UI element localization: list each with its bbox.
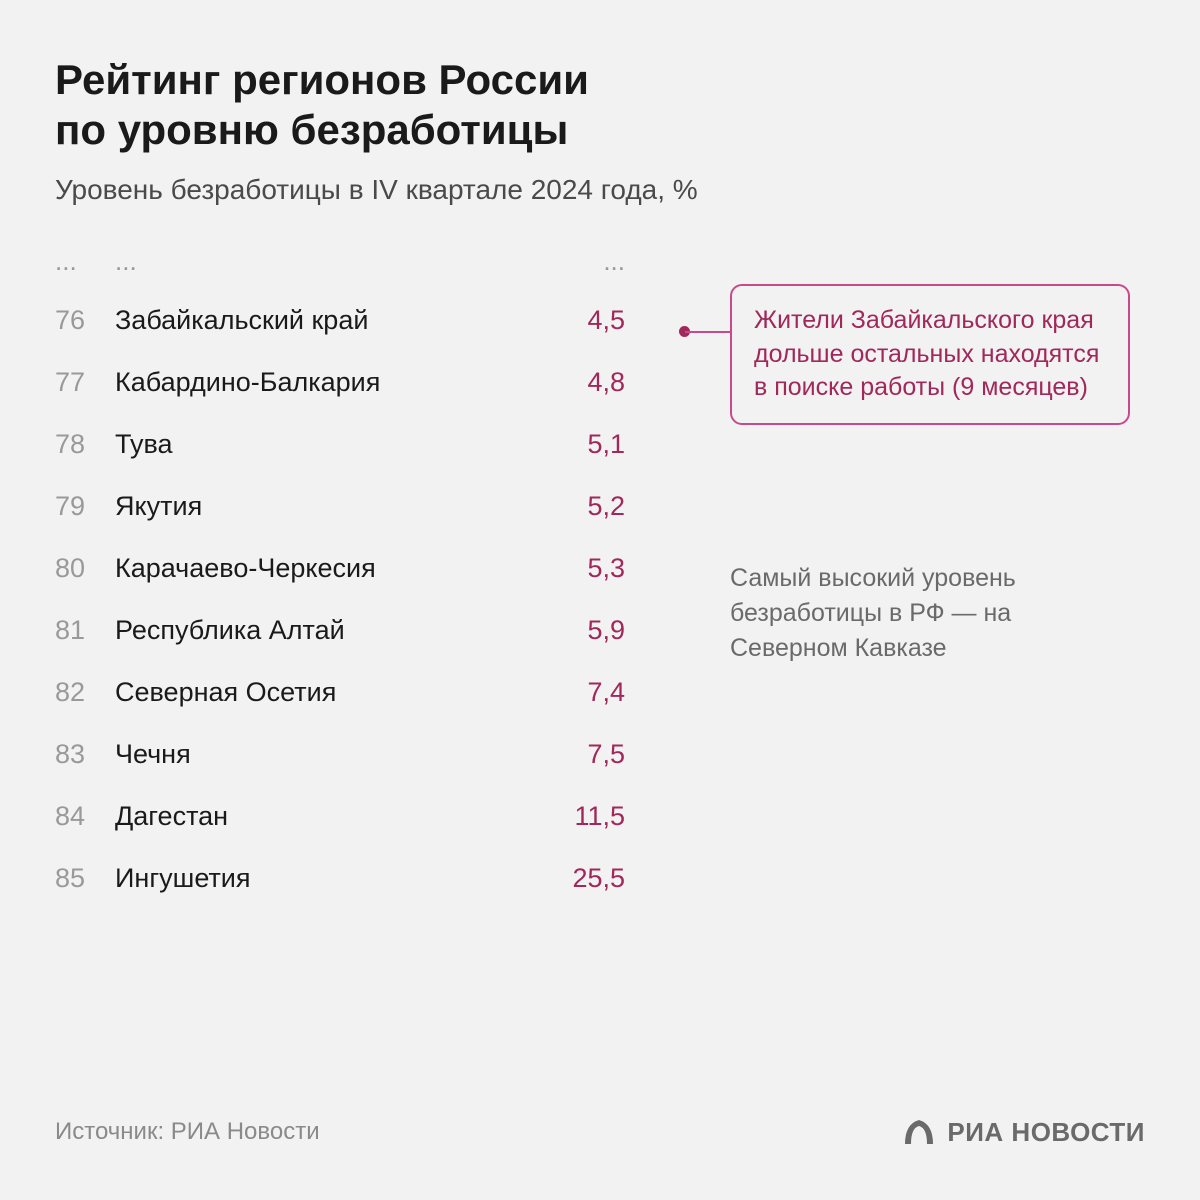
region-cell: Кабардино-Балкария	[105, 367, 505, 398]
table-row: 76 Забайкальский край 4,5	[55, 305, 645, 336]
logo: РИА НОВОСТИ	[901, 1114, 1145, 1150]
value-cell: 7,4	[505, 677, 625, 708]
table-row: 77 Кабардино-Балкария 4,8	[55, 367, 645, 398]
page-title: Рейтинг регионов Россиипо уровню безрабо…	[55, 55, 1145, 156]
ellipsis-value: ...	[505, 246, 625, 277]
rank-cell: 81	[55, 615, 105, 646]
table-row: 85 Ингушетия 25,5	[55, 863, 645, 894]
value-cell: 25,5	[505, 863, 625, 894]
rank-cell: 76	[55, 305, 105, 336]
content-area: ... ... ... 76 Забайкальский край 4,5 77…	[55, 246, 1145, 925]
logo-text: РИА НОВОСТИ	[947, 1117, 1145, 1148]
page-subtitle: Уровень безработицы в IV квартале 2024 г…	[55, 174, 1145, 206]
region-cell: Чечня	[105, 739, 505, 770]
rank-cell: 79	[55, 491, 105, 522]
annotations-area: Жители Забайкальского края дольше осталь…	[675, 246, 1145, 925]
table-row: 81 Республика Алтай 5,9	[55, 615, 645, 646]
table-row: 78 Тува 5,1	[55, 429, 645, 460]
region-cell: Якутия	[105, 491, 505, 522]
value-cell: 4,8	[505, 367, 625, 398]
value-cell: 7,5	[505, 739, 625, 770]
value-cell: 5,9	[505, 615, 625, 646]
source-label: Источник: РИА Новости	[55, 1118, 320, 1146]
region-cell: Забайкальский край	[105, 305, 505, 336]
rank-cell: 77	[55, 367, 105, 398]
ellipsis-rank: ...	[55, 246, 105, 277]
table-row: 79 Якутия 5,2	[55, 491, 645, 522]
ranking-table: ... ... ... 76 Забайкальский край 4,5 77…	[55, 246, 645, 925]
value-cell: 5,2	[505, 491, 625, 522]
rank-cell: 78	[55, 429, 105, 460]
value-cell: 4,5	[505, 305, 625, 336]
value-cell: 5,1	[505, 429, 625, 460]
rank-cell: 83	[55, 739, 105, 770]
table-row: 80 Карачаево-Черкесия 5,3	[55, 553, 645, 584]
ellipsis-name: ...	[105, 246, 505, 277]
connector-line-icon	[685, 331, 730, 333]
ria-logo-icon	[901, 1114, 937, 1150]
region-cell: Дагестан	[105, 801, 505, 832]
table-row: 84 Дагестан 11,5	[55, 801, 645, 832]
region-cell: Северная Осетия	[105, 677, 505, 708]
table-row: 83 Чечня 7,5	[55, 739, 645, 770]
table-row: 82 Северная Осетия 7,4	[55, 677, 645, 708]
callout-box: Жители Забайкальского края дольше осталь…	[730, 284, 1130, 425]
region-cell: Карачаево-Черкесия	[105, 553, 505, 584]
rank-cell: 80	[55, 553, 105, 584]
value-cell: 11,5	[505, 801, 625, 832]
region-cell: Тува	[105, 429, 505, 460]
rank-cell: 84	[55, 801, 105, 832]
value-cell: 5,3	[505, 553, 625, 584]
rank-cell: 85	[55, 863, 105, 894]
note-text: Самый высокий уровень безработицы в РФ —…	[730, 561, 1130, 666]
ellipsis-row: ... ... ...	[55, 246, 645, 277]
region-cell: Республика Алтай	[105, 615, 505, 646]
footer: Источник: РИА Новости РИА НОВОСТИ	[55, 1114, 1145, 1150]
rank-cell: 82	[55, 677, 105, 708]
region-cell: Ингушетия	[105, 863, 505, 894]
